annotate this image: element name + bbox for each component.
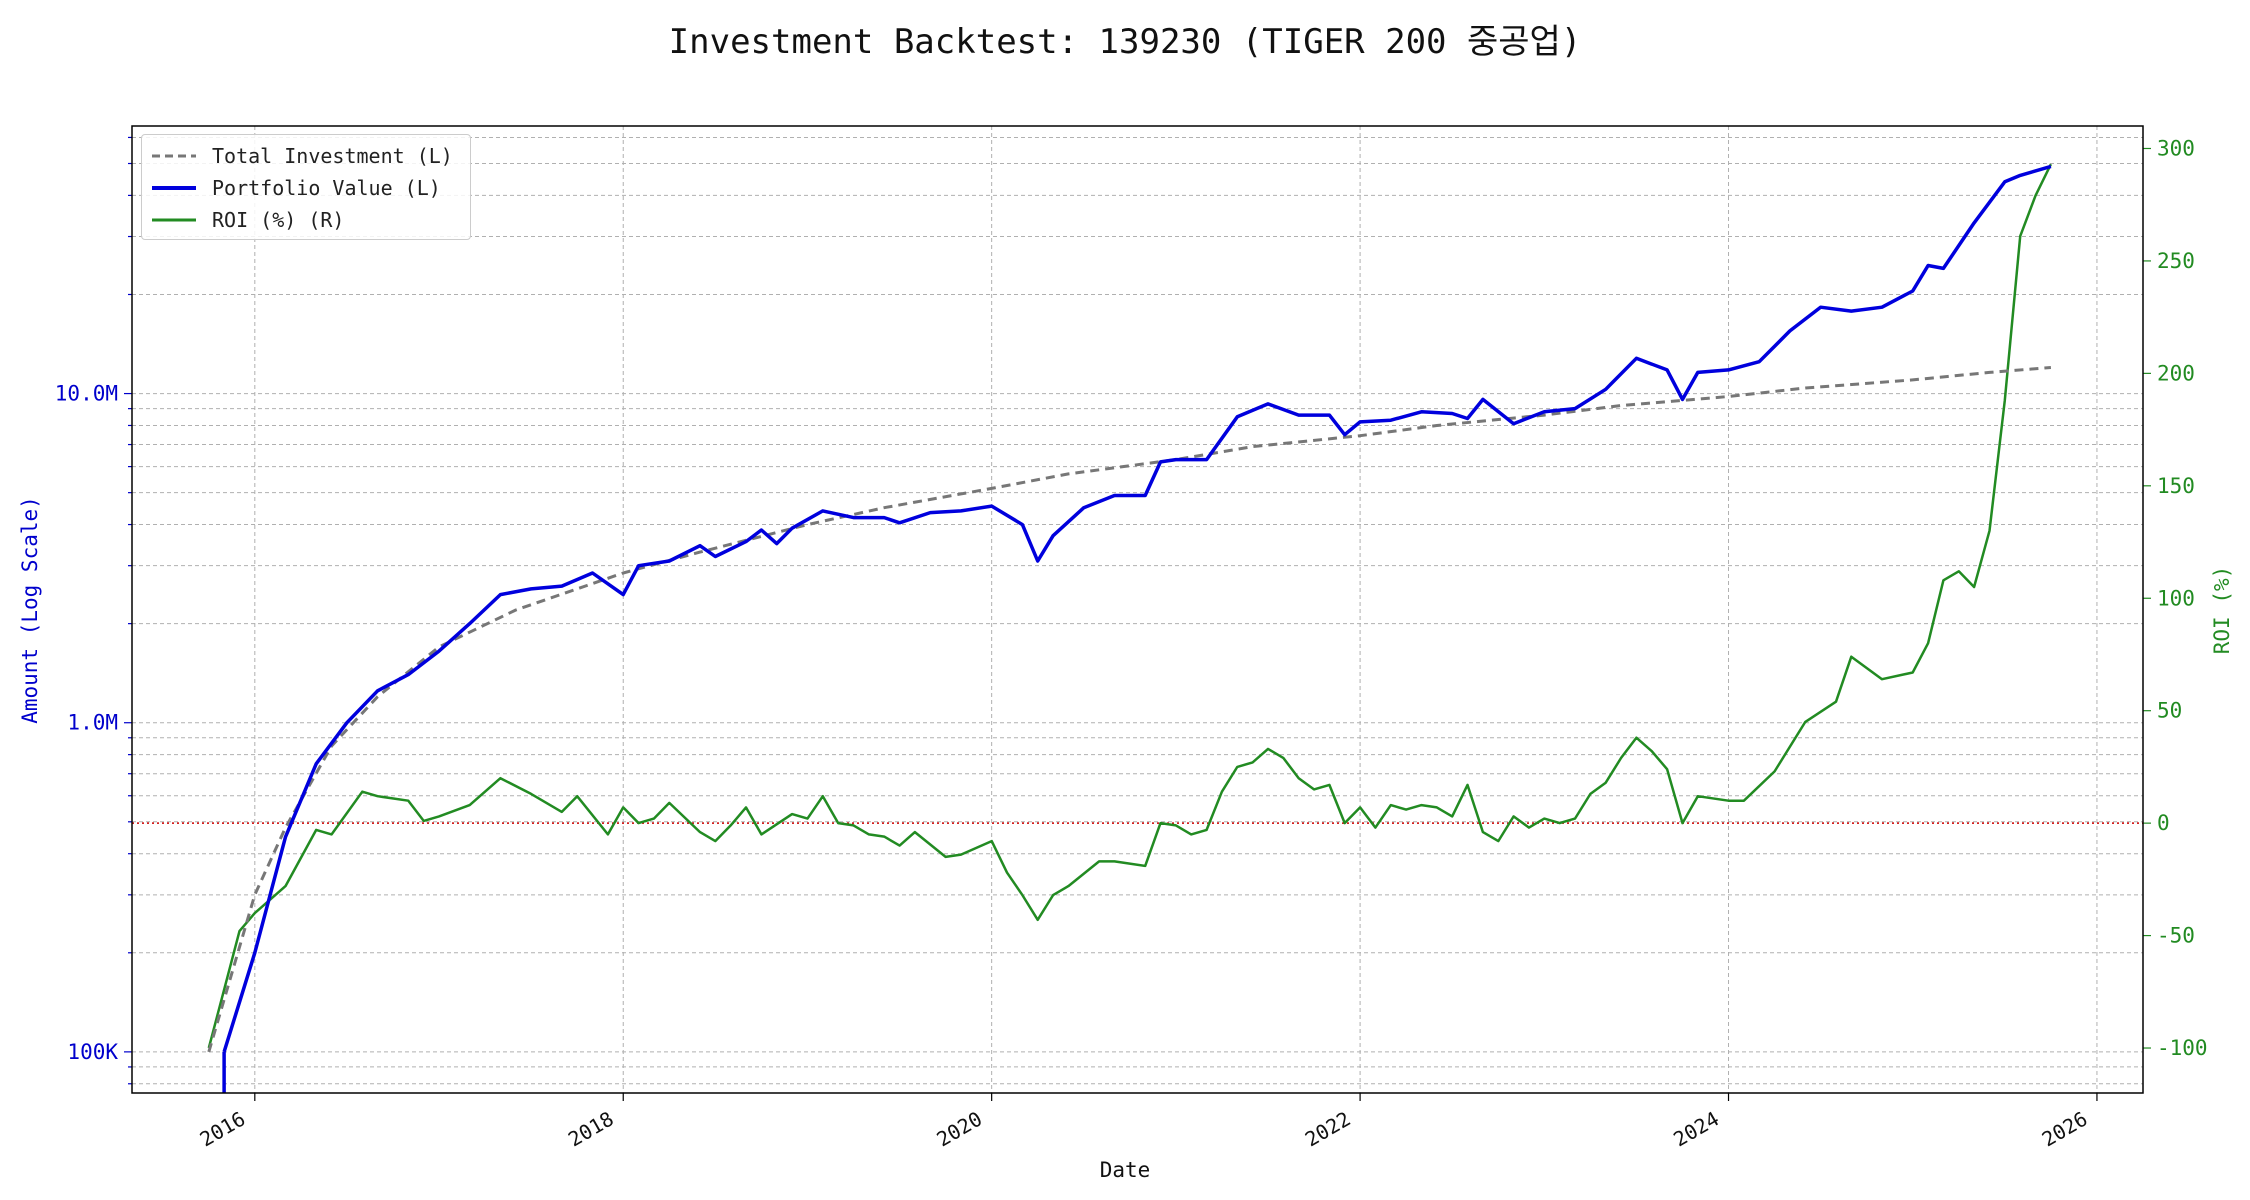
right-tick-label: 300 bbox=[2157, 136, 2195, 160]
left-tick-label: 1.0M bbox=[67, 711, 118, 735]
legend-label: Total Investment (L) bbox=[212, 144, 453, 168]
legend-item-roi: ROI (%) (R) bbox=[152, 205, 344, 235]
series-layer bbox=[132, 163, 2143, 1093]
left-tick-label: 100K bbox=[67, 1040, 118, 1064]
right-y-axis-label: ROI (%) bbox=[2210, 565, 2234, 655]
legend: Total Investment (L) Portfolio Value (L)… bbox=[141, 134, 471, 240]
legend-item-portfolio-value: Portfolio Value (L) bbox=[152, 173, 441, 203]
left-tick-label: 10.0M bbox=[55, 382, 118, 406]
legend-label: ROI (%) (R) bbox=[212, 208, 345, 232]
x-tick-label: 2018 bbox=[564, 1107, 618, 1152]
chart-title: Investment Backtest: 139230 (TIGER 200 중… bbox=[668, 22, 1582, 62]
dashed-line-swatch-icon bbox=[152, 154, 196, 158]
right-tick-label: 100 bbox=[2157, 586, 2195, 610]
tick-layer: 2016 2018 2020 2022 2024 2026 100K 1.0M 10.0M -10… bbox=[55, 136, 2208, 1151]
right-tick-label: 200 bbox=[2157, 361, 2195, 385]
right-tick-label: 50 bbox=[2157, 699, 2182, 723]
total-investment-line bbox=[207, 366, 2052, 1053]
right-tick-label: 0 bbox=[2157, 811, 2170, 835]
roi-line bbox=[207, 163, 2053, 1049]
x-tick-label: 2026 bbox=[2038, 1107, 2092, 1152]
left-y-axis-label: Amount (Log Scale) bbox=[18, 496, 42, 724]
x-tick-label: 2022 bbox=[1301, 1107, 1355, 1152]
plot-frame bbox=[131, 125, 2144, 1094]
x-tick-label: 2016 bbox=[196, 1107, 250, 1152]
legend-label: Portfolio Value (L) bbox=[212, 176, 441, 200]
right-tick-label: 250 bbox=[2157, 249, 2195, 273]
x-axis-label: Date bbox=[1099, 1158, 1151, 1182]
right-tick-label: 150 bbox=[2157, 474, 2195, 498]
x-tick-label: 2024 bbox=[1669, 1107, 1723, 1152]
right-tick-label: -100 bbox=[2157, 1036, 2208, 1060]
solid-line-swatch-icon bbox=[152, 218, 196, 222]
right-tick-label: -50 bbox=[2157, 924, 2195, 948]
portfolio-value-line bbox=[222, 164, 2052, 1053]
solid-line-swatch-icon bbox=[152, 186, 196, 190]
x-tick-label: 2020 bbox=[932, 1107, 986, 1152]
grid-layer bbox=[132, 126, 2143, 1093]
legend-item-total-investment: Total Investment (L) bbox=[152, 141, 453, 171]
